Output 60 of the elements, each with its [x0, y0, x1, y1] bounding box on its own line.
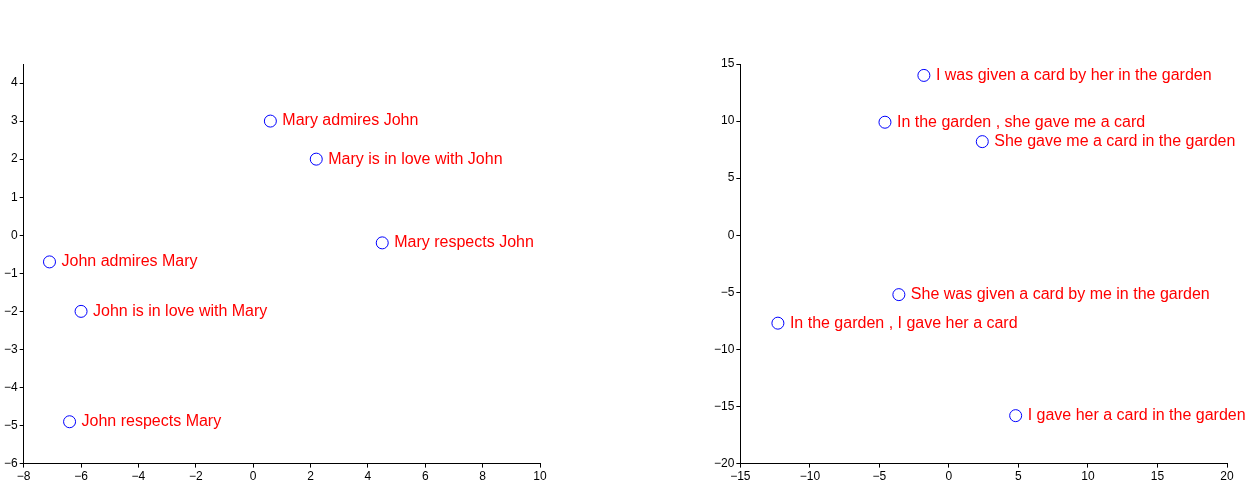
y-tick-label: −6 — [3, 455, 18, 470]
point — [263, 114, 277, 128]
x-tick-label: 8 — [479, 469, 487, 484]
y-tick-label: 2 — [10, 151, 18, 166]
y-tick-label: −1 — [3, 265, 18, 280]
point — [878, 115, 892, 129]
y-tick-label: −20 — [714, 455, 735, 470]
y-tick-label: 15 — [721, 56, 735, 71]
point — [74, 304, 88, 318]
x-tick-label: −10 — [799, 469, 821, 484]
annotation: In the garden , she gave me a card — [896, 112, 1146, 130]
y-tick-label: −2 — [3, 303, 18, 318]
y-tick-label: 5 — [727, 170, 735, 185]
x-tick-label: −4 — [131, 469, 146, 484]
y-tick-label: −4 — [3, 379, 18, 394]
x-tick-label: −6 — [74, 469, 89, 484]
annotation: John is in love with Mary — [93, 301, 268, 319]
x-tick-label: 20 — [1220, 469, 1234, 484]
point — [43, 255, 56, 269]
annotation: She gave me a card in the garden — [994, 132, 1236, 150]
x-tick-label: 10 — [533, 469, 547, 484]
point — [375, 236, 389, 250]
y-tick-label: 1 — [10, 189, 18, 204]
x-tick-label: 4 — [364, 469, 372, 484]
point — [771, 316, 785, 330]
point — [975, 135, 989, 149]
y-tick-label: −10 — [714, 341, 735, 356]
y-tick-label: 10 — [721, 113, 735, 128]
point — [63, 415, 77, 429]
annotation: I was given a card by her in the garden — [935, 65, 1212, 83]
annotation: Mary is in love with John — [328, 149, 503, 167]
annotation: Mary respects John — [394, 233, 534, 251]
point — [892, 288, 906, 302]
x-tick-label: 0 — [249, 469, 257, 484]
x-tick-label: −8 — [16, 469, 31, 484]
point — [1009, 409, 1023, 423]
y-tick-label: 4 — [10, 75, 18, 90]
x-tick-label: 0 — [945, 469, 953, 484]
x-tick-label: 10 — [1081, 469, 1095, 484]
x-tick-label: −2 — [188, 469, 203, 484]
x-tick-label: −5 — [872, 469, 887, 484]
annotation: In the garden , I gave her a card — [789, 313, 1018, 331]
x-tick-label: 2 — [307, 469, 315, 484]
x-tick-label: 5 — [1015, 469, 1023, 484]
annotation: John respects Mary — [81, 412, 222, 430]
y-tick-label: −5 — [720, 284, 735, 299]
y-tick-label: −3 — [3, 341, 18, 356]
point — [309, 152, 323, 166]
annotation: Mary admires John — [282, 111, 419, 129]
y-tick-label: 0 — [727, 227, 735, 242]
y-tick-label: −5 — [3, 417, 18, 432]
annotation: I gave her a card in the garden — [1027, 406, 1246, 424]
x-tick-label: 6 — [421, 469, 429, 484]
y-tick-label: −15 — [714, 398, 735, 413]
x-tick-label: 15 — [1150, 469, 1165, 484]
annotation: She was given a card by me in the garden — [910, 285, 1210, 303]
y-tick-label: 0 — [10, 227, 18, 242]
y-tick-label: 3 — [10, 113, 18, 128]
annotation: John admires Mary — [61, 252, 198, 270]
point — [917, 68, 931, 82]
